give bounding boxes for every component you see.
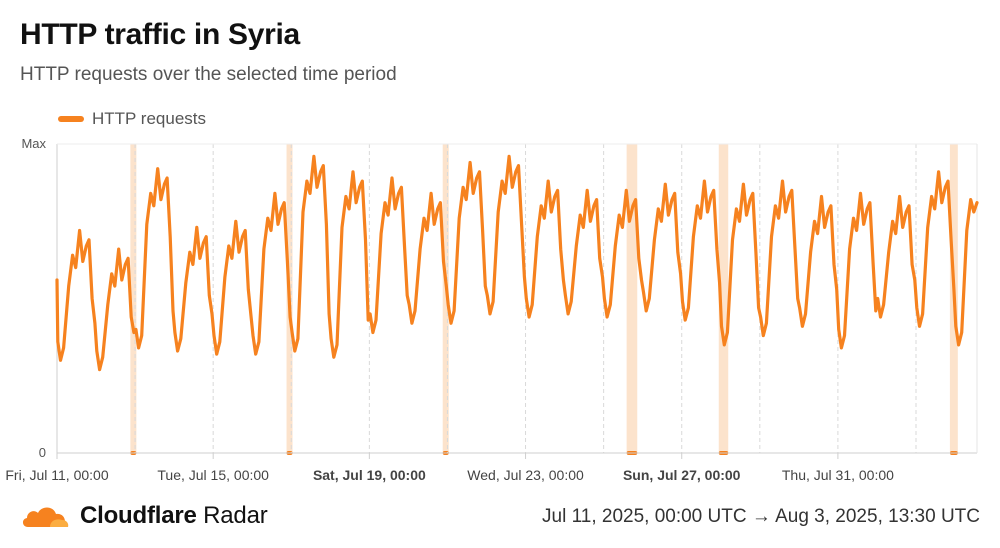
x-tick-label: Wed, Jul 23, 00:00 (467, 467, 584, 483)
legend-label: HTTP requests (92, 109, 207, 128)
chart-legend[interactable]: HTTP requests (58, 108, 206, 130)
x-tick-label: Sat, Jul 19, 00:00 (313, 467, 426, 483)
x-tick-label: Tue, Jul 15, 00:00 (157, 467, 269, 483)
x-tick-label: Fri, Jul 11, 00:00 (5, 467, 108, 483)
legend-swatch (58, 116, 84, 122)
x-tick-label: Sun, Jul 27, 00:00 (623, 467, 741, 483)
cloudflare-radar-logo: Cloudflare Radar (20, 502, 268, 530)
outage-band (130, 144, 137, 453)
date-range: Jul 11, 2025, 00:00 UTC → Aug 3, 2025, 1… (542, 506, 980, 527)
outage-band (718, 144, 729, 453)
chart-title: HTTP traffic in Syria (20, 18, 300, 51)
outage-band (442, 144, 449, 453)
x-tick-label: Thu, Jul 31, 00:00 (782, 467, 894, 483)
chart-subtitle: HTTP requests over the selected time per… (20, 64, 397, 85)
outage-band (626, 144, 638, 453)
y-tick-label: Max (21, 136, 46, 151)
line-chart[interactable]: 0 Max Fri, Jul 11, 00:00 Tue, Jul 15, 00:00… (0, 130, 1000, 492)
brand-name: Cloudflare Radar (80, 502, 268, 529)
cloud-icon (22, 507, 69, 527)
series-line-http-requests (55, 154, 979, 372)
y-tick-label: 0 (39, 445, 46, 460)
